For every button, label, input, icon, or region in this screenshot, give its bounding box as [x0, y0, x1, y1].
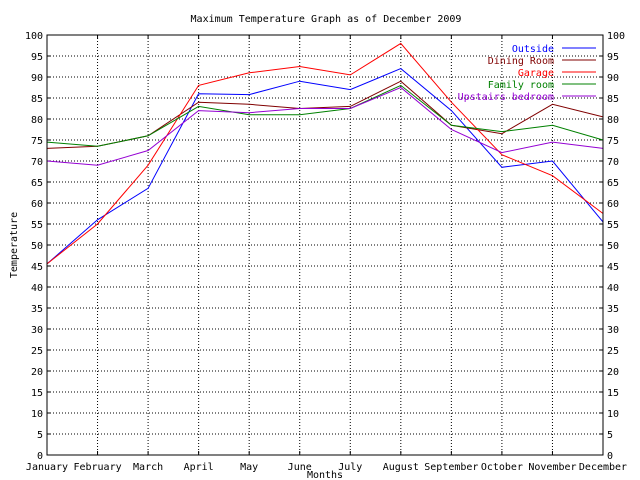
y-tick-label-left: 25 — [31, 346, 43, 357]
x-tick-label: July — [338, 462, 362, 473]
legend-label: Garage — [518, 68, 554, 79]
series-line-upstairs-bedroom — [46, 86, 604, 166]
y-tick-label-right: 65 — [607, 178, 619, 189]
chart-title: Maximum Temperature Graph as of December… — [191, 14, 462, 25]
y-tick-label-right: 10 — [607, 409, 619, 420]
y-tick-label-left: 70 — [31, 157, 43, 168]
y-tick-label-left: 55 — [31, 220, 43, 231]
y-tick-label-right: 25 — [607, 346, 619, 357]
y-tick-label-right: 45 — [607, 262, 619, 273]
x-tick-label: February — [73, 462, 121, 473]
y-tick-label-right: 95 — [607, 52, 619, 63]
grid-lines — [47, 35, 603, 455]
y-tick-label-right: 75 — [607, 136, 619, 147]
y-tick-label-left: 80 — [31, 115, 43, 126]
y-tick-label-left: 50 — [31, 241, 43, 252]
y-tick-label-right: 15 — [607, 388, 619, 399]
x-tick-label: September — [424, 462, 478, 473]
x-tick-label: November — [528, 462, 576, 473]
y-tick-label-left: 5 — [37, 430, 43, 441]
series-line-family-room — [46, 84, 604, 147]
x-tick-label: December — [579, 462, 627, 473]
y-tick-label-left: 45 — [31, 262, 43, 273]
y-axis-label: Temperature — [9, 212, 20, 278]
y-tick-label-right: 100 — [607, 31, 625, 42]
x-tick-label: January — [26, 462, 68, 473]
y-tick-label-left: 85 — [31, 94, 43, 105]
y-tick-label-right: 80 — [607, 115, 619, 126]
y-tick-label-right: 90 — [607, 73, 619, 84]
y-tick-label-left: 100 — [25, 31, 43, 42]
y-tick-label-right: 70 — [607, 157, 619, 168]
x-tick-label: June — [288, 462, 312, 473]
y-tick-label-right: 55 — [607, 220, 619, 231]
y-tick-label-left: 35 — [31, 304, 43, 315]
x-tick-label: March — [133, 462, 163, 473]
y-tick-label-right: 50 — [607, 241, 619, 252]
y-tick-label-right: 60 — [607, 199, 619, 210]
y-tick-label-left: 75 — [31, 136, 43, 147]
y-tick-label-right: 20 — [607, 367, 619, 378]
y-tick-label-left: 90 — [31, 73, 43, 84]
x-tick-label: May — [240, 462, 258, 473]
plot-frame — [46, 34, 604, 456]
y-tick-label-left: 30 — [31, 325, 43, 336]
legend-label: Family room — [488, 80, 554, 91]
y-tick-label-right: 30 — [607, 325, 619, 336]
y-tick-label-left: 95 — [31, 52, 43, 63]
y-tick-label-right: 5 — [607, 430, 613, 441]
series-line-outside — [46, 68, 604, 265]
y-tick-label-left: 0 — [37, 451, 43, 462]
x-tick-label: April — [184, 462, 214, 473]
series-lines — [46, 42, 604, 265]
legend-label: Upstairs bedroom — [458, 92, 554, 103]
y-tick-label-right: 35 — [607, 304, 619, 315]
y-tick-label-right: 85 — [607, 94, 619, 105]
x-tick-label: October — [481, 462, 523, 473]
y-tick-label-left: 15 — [31, 388, 43, 399]
y-tick-label-left: 20 — [31, 367, 43, 378]
series-line-garage — [46, 42, 604, 265]
legend-label: Outside — [512, 44, 554, 55]
y-tick-label-right: 40 — [607, 283, 619, 294]
x-axis-label: Months — [307, 470, 343, 480]
y-tick-label-left: 60 — [31, 199, 43, 210]
x-tick-label: August — [383, 462, 419, 473]
y-tick-label-left: 40 — [31, 283, 43, 294]
y-tick-label-left: 10 — [31, 409, 43, 420]
y-tick-label-right: 0 — [607, 451, 613, 462]
y-tick-label-left: 65 — [31, 178, 43, 189]
legend-label: Dining Room — [488, 56, 554, 67]
